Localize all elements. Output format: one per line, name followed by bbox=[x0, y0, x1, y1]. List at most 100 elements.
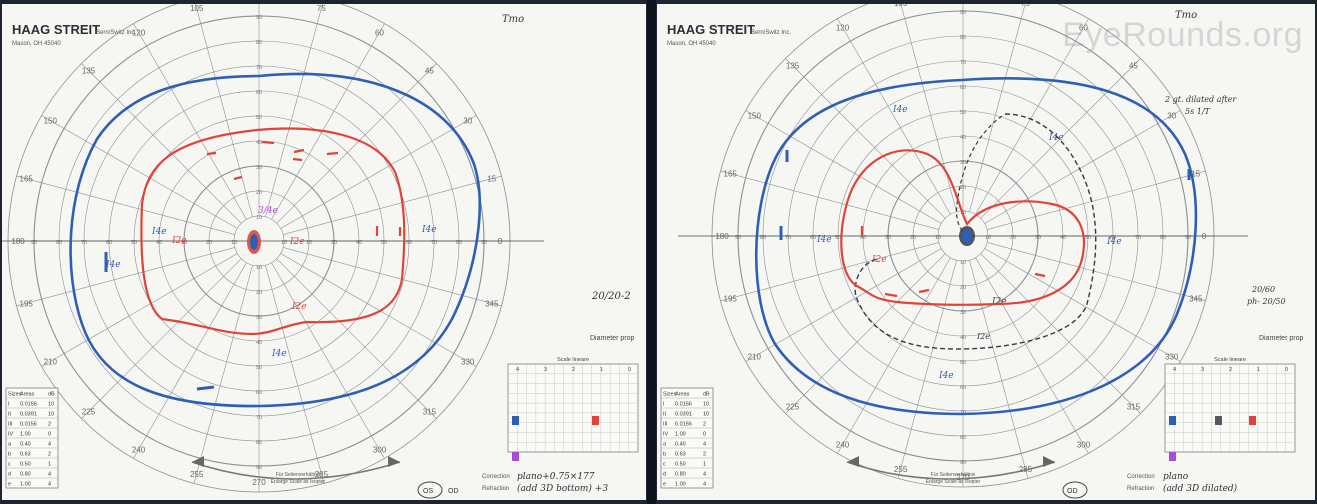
scale-grid: Scale lineare 4 3 2 1 0 bbox=[507, 357, 639, 461]
angle-label: 300 bbox=[373, 446, 387, 455]
angle-label: 120 bbox=[132, 28, 146, 37]
table-cell: 0.80 bbox=[20, 472, 31, 478]
acuity-note: 20/60 bbox=[1251, 285, 1275, 294]
eccentricity-label: 90 bbox=[31, 240, 37, 246]
scale-grid-col-label: 0 bbox=[628, 367, 631, 373]
grid-radial bbox=[980, 58, 1141, 219]
eccentricity-label: 10 bbox=[231, 240, 237, 246]
scale-grid-col-label: 3 bbox=[544, 367, 547, 373]
scale-grid-title: Scale lineare bbox=[1214, 357, 1246, 363]
angle-label: 30 bbox=[463, 117, 472, 126]
eccentricity-label: 80 bbox=[256, 440, 262, 446]
eccentricity-label: 50 bbox=[1085, 235, 1091, 241]
grid-radial bbox=[133, 23, 247, 220]
angle-label: 30 bbox=[1167, 112, 1176, 121]
left-perimetry-svg: HAAG STREIT Bern/Switz Inc. Mason, OH 45… bbox=[2, 4, 639, 499]
eccentricity-label: 60 bbox=[406, 240, 412, 246]
eccentricity-label: 80 bbox=[960, 435, 966, 441]
refraction-value: (add 3D bottom) +3 bbox=[517, 483, 608, 494]
grid-radial bbox=[975, 18, 1089, 215]
eccentricity-label: 60 bbox=[810, 235, 816, 241]
angle-label: 135 bbox=[82, 67, 96, 76]
table-header-cell: dB bbox=[703, 392, 710, 398]
table-cell: 1.00 bbox=[20, 482, 31, 488]
grid-radial bbox=[969, 260, 1029, 479]
footer-arc bbox=[191, 456, 401, 480]
grid-radial bbox=[265, 265, 325, 484]
scale-grid-col-label: 2 bbox=[1229, 367, 1232, 373]
angle-label: 270 bbox=[252, 478, 266, 487]
eccentricity-label: 30 bbox=[960, 160, 966, 166]
table-cell: b bbox=[8, 452, 11, 458]
table-cell: d bbox=[8, 472, 11, 478]
footer-arc bbox=[846, 456, 1056, 480]
eccentricity-label: 90 bbox=[960, 460, 966, 466]
table-cell: 0.0391 bbox=[675, 412, 692, 418]
angle-label: 255 bbox=[894, 465, 908, 474]
eccentricity-label: 90 bbox=[481, 240, 487, 246]
table-cell: 1.00 bbox=[675, 432, 686, 438]
angle-label: 195 bbox=[20, 299, 34, 308]
table-cell: 0 bbox=[703, 432, 706, 438]
isopter-color-marker bbox=[1169, 452, 1176, 461]
eccentricity-label: 70 bbox=[431, 240, 437, 246]
eccentricity-label: 50 bbox=[960, 110, 966, 116]
panel-divider bbox=[647, 0, 656, 504]
brand-sub: Bern/Switz Inc. bbox=[751, 30, 791, 36]
grid-radial bbox=[193, 265, 253, 484]
eccentricity-label: 10 bbox=[985, 235, 991, 241]
table-cell: 0.0156 bbox=[675, 402, 692, 408]
eccentricity-label: 10 bbox=[281, 240, 287, 246]
eccentricity-label: 20 bbox=[960, 285, 966, 291]
grid-radial bbox=[283, 175, 502, 235]
table-cell: 2 bbox=[48, 452, 51, 458]
angle-label: 60 bbox=[375, 28, 384, 37]
eccentricity-label: 20 bbox=[256, 190, 262, 196]
isopter-label: I4e bbox=[1048, 133, 1064, 143]
red-isopter bbox=[140, 127, 406, 336]
angle-label: 345 bbox=[485, 299, 499, 308]
isopter-label: I4e bbox=[271, 349, 287, 359]
eccentricity-label: 40 bbox=[356, 240, 362, 246]
grid-radial bbox=[720, 242, 939, 302]
eccentricity-label: 30 bbox=[331, 240, 337, 246]
table-cell: d bbox=[663, 472, 666, 478]
grid-radial bbox=[280, 115, 477, 229]
grid-radial bbox=[987, 242, 1206, 302]
scale-grid-col-label: 4 bbox=[516, 367, 519, 373]
acuity-note: 20/20-2 bbox=[591, 291, 631, 302]
eccentricity-label: 50 bbox=[960, 360, 966, 366]
brand-location: Mason, OH 45040 bbox=[12, 41, 61, 47]
grid-radial bbox=[987, 170, 1206, 230]
eccentricity-label: 40 bbox=[960, 335, 966, 341]
table-cell: 0.50 bbox=[20, 462, 31, 468]
angle-label: 135 bbox=[786, 62, 800, 71]
angle-label: 300 bbox=[1077, 441, 1091, 450]
right-perimetry-svg: HAAG STREIT Bern/Switz Inc. Mason, OH 45… bbox=[660, 4, 1303, 499]
table-cell: 0.0156 bbox=[20, 422, 37, 428]
eccentricity-label: 30 bbox=[1035, 235, 1041, 241]
grid-radial bbox=[195, 4, 253, 217]
blue-ticks bbox=[779, 150, 1191, 240]
eccentricity-label: 90 bbox=[256, 15, 262, 21]
red-isopter bbox=[840, 149, 1086, 306]
grid-radial bbox=[837, 257, 951, 454]
grid-radial bbox=[41, 253, 238, 367]
correction-value: plano bbox=[1163, 472, 1189, 482]
label-top-right: Tmo bbox=[1175, 10, 1197, 21]
grid-radial bbox=[276, 258, 437, 419]
table-cell: 10 bbox=[48, 402, 54, 408]
angle-label: 180 bbox=[715, 232, 729, 241]
grid-radial bbox=[16, 175, 235, 235]
table-cell: 4 bbox=[703, 482, 706, 488]
grid-radial bbox=[785, 58, 946, 219]
grid-radial bbox=[785, 253, 946, 414]
table-cell: 0.0156 bbox=[675, 422, 692, 428]
table-cell: c bbox=[663, 462, 666, 468]
grid-radial bbox=[745, 248, 942, 362]
table-cell: 10 bbox=[48, 412, 54, 418]
grid-radial bbox=[81, 258, 242, 419]
correction-label: Correction bbox=[1127, 474, 1155, 480]
eccentricity-label: 70 bbox=[785, 235, 791, 241]
grid-radial bbox=[984, 110, 1181, 224]
